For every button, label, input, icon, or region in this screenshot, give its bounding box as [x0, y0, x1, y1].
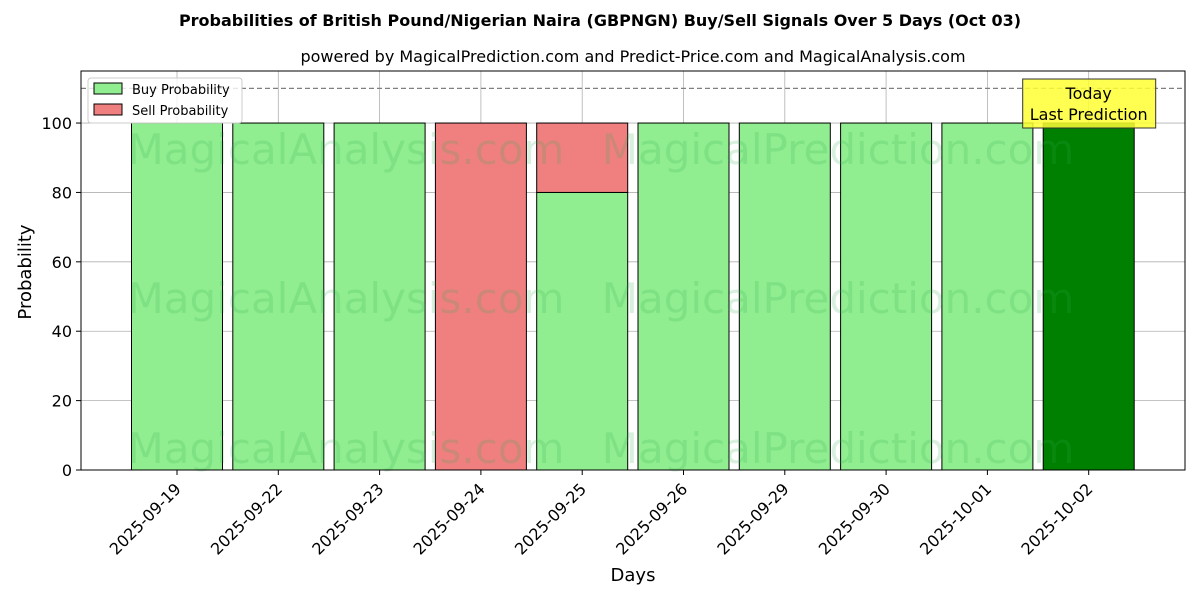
bars	[131, 122, 1135, 471]
sell-bar	[536, 122, 629, 193]
watermark-text: MagicalPrediction.com	[602, 125, 1075, 174]
y-tick-label: 0	[62, 461, 72, 480]
legend-swatch-buy	[93, 82, 123, 95]
x-tick-label: 2025-09-29	[713, 479, 792, 558]
watermark-text: MagicalAnalysis.com	[128, 274, 565, 323]
x-tick-label: 2025-09-19	[106, 479, 185, 558]
y-tick-label: 40	[52, 322, 72, 341]
y-axis-label: Probability	[15, 224, 36, 319]
x-tick-label: 2025-09-23	[308, 479, 387, 558]
today-annotation: Today Last Prediction	[1022, 78, 1157, 129]
x-axis-label: Days	[611, 565, 656, 586]
buy-bar	[536, 191, 629, 471]
buy-bar	[1042, 122, 1135, 471]
sell-bar	[434, 122, 527, 471]
chart-subtitle: powered by MagicalPrediction.com and Pre…	[300, 47, 965, 66]
x-tick-label: 2025-09-25	[511, 479, 590, 558]
x-tick-label: 2025-09-22	[207, 479, 286, 558]
annotation-box	[1022, 78, 1157, 129]
chart-title: Probabilities of British Pound/Nigerian …	[179, 11, 1021, 30]
legend-label-sell: Sell Probability	[132, 104, 229, 119]
x-tick-label: 2025-09-26	[612, 479, 691, 558]
x-tick-label: 2025-10-01	[916, 479, 995, 558]
buy-bar	[131, 122, 223, 471]
legend-swatch-sell	[93, 103, 123, 116]
watermark-text: MagicalPrediction.com	[602, 274, 1075, 323]
x-tick-label: 2025-10-02	[1017, 479, 1096, 558]
annotation-line-last-prediction: Last Prediction	[1030, 105, 1148, 124]
y-tick-label: 100	[41, 114, 72, 133]
x-tick-label: 2025-09-24	[410, 479, 489, 558]
legend: Buy Probability Sell Probability	[87, 77, 243, 124]
watermarks: MagicalAnalysis.com MagicalPrediction.com…	[128, 125, 1075, 473]
annotation-line-today: Today	[1065, 84, 1112, 103]
y-tick-label: 60	[52, 253, 72, 272]
watermark-text: MagicalAnalysis.com	[128, 125, 565, 174]
buy-bar	[637, 122, 730, 471]
buy-bar	[941, 122, 1034, 471]
buy-bar	[840, 122, 933, 471]
legend-box	[87, 77, 243, 124]
x-tick-label: 2025-09-30	[815, 479, 894, 558]
legend-label-buy: Buy Probability	[132, 83, 230, 98]
plot-frame	[80, 70, 1186, 471]
y-tick-label: 20	[52, 392, 72, 411]
watermark-text: MagicalAnalysis.com	[128, 424, 565, 473]
y-tick-label: 80	[52, 183, 72, 202]
watermark-text: MagicalPrediction.com	[602, 424, 1075, 473]
